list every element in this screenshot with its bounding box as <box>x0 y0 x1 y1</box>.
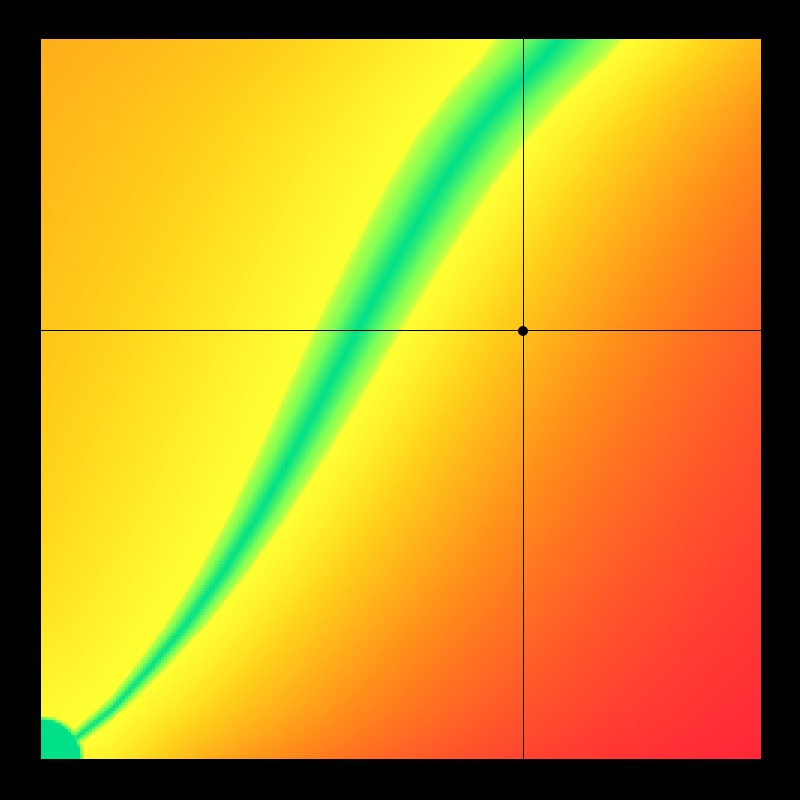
crosshair-horizontal <box>41 330 761 331</box>
crosshair-vertical <box>523 39 524 759</box>
chart-container: TheBottleneck.com <box>0 0 800 800</box>
crosshair-marker <box>518 326 528 336</box>
plot-border <box>0 0 800 800</box>
